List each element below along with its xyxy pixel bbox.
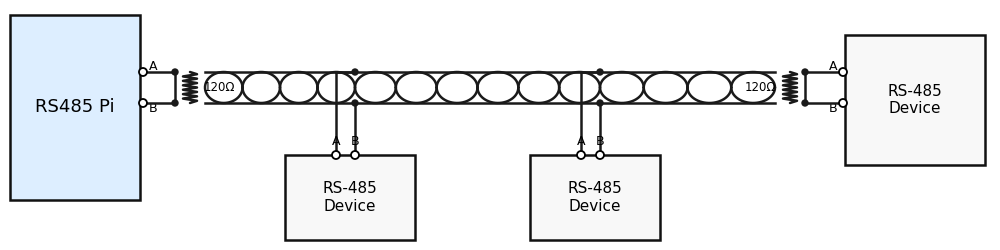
Text: RS-485
Device: RS-485 Device <box>323 181 377 214</box>
Circle shape <box>351 151 359 159</box>
Text: A: A <box>828 60 837 74</box>
Circle shape <box>839 68 847 76</box>
Circle shape <box>172 69 178 75</box>
Circle shape <box>172 100 178 106</box>
Bar <box>845 35 985 165</box>
Bar <box>530 155 660 240</box>
Circle shape <box>139 99 147 107</box>
Text: B: B <box>828 102 837 114</box>
Text: 120Ω: 120Ω <box>204 81 236 94</box>
Text: A: A <box>332 135 340 148</box>
Bar <box>285 155 415 240</box>
Text: 120Ω: 120Ω <box>744 81 776 94</box>
Circle shape <box>352 69 358 75</box>
Circle shape <box>596 151 604 159</box>
Circle shape <box>139 68 147 76</box>
Circle shape <box>597 69 603 75</box>
Circle shape <box>577 151 585 159</box>
Text: RS485 Pi: RS485 Pi <box>35 98 115 116</box>
Text: B: B <box>351 135 359 148</box>
Text: A: A <box>577 135 585 148</box>
Text: B: B <box>596 135 604 148</box>
Circle shape <box>839 99 847 107</box>
Text: RS-485
Device: RS-485 Device <box>888 84 942 116</box>
Circle shape <box>332 151 340 159</box>
Text: RS-485
Device: RS-485 Device <box>568 181 622 214</box>
Text: B: B <box>149 102 158 114</box>
Circle shape <box>802 100 808 106</box>
Circle shape <box>352 100 358 106</box>
Circle shape <box>802 69 808 75</box>
Text: A: A <box>149 60 158 74</box>
Bar <box>10 15 140 200</box>
Circle shape <box>597 100 603 106</box>
